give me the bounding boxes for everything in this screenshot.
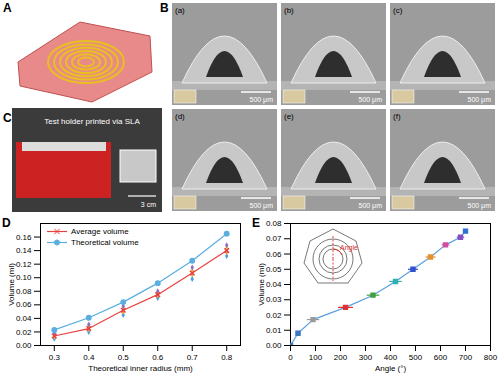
- svg-text:0.04: 0.04: [266, 280, 282, 289]
- svg-text:(f): (f): [393, 112, 401, 121]
- svg-text:(e): (e): [284, 112, 294, 121]
- svg-text:100: 100: [309, 353, 323, 362]
- html-text:E: E: [252, 216, 260, 230]
- svg-text:(d): (d): [175, 112, 185, 121]
- svg-text:0.08: 0.08: [16, 287, 32, 296]
- svg-text:0.01: 0.01: [266, 326, 282, 335]
- svg-text:500 μm: 500 μm: [359, 202, 383, 210]
- svg-text:0.16: 0.16: [16, 233, 32, 242]
- svg-text:B: B: [160, 1, 169, 15]
- svg-text:0.5: 0.5: [118, 353, 130, 362]
- svg-text:400: 400: [384, 353, 398, 362]
- html-text:Theoretical volume: Theoretical volume: [71, 238, 139, 247]
- svg-text:0.06: 0.06: [266, 250, 282, 259]
- svg-text:500 μm: 500 μm: [468, 202, 492, 210]
- svg-text:0.00: 0.00: [266, 341, 282, 350]
- svg-text:0.7: 0.7: [187, 353, 199, 362]
- svg-text:Angle: Angle: [340, 244, 358, 252]
- svg-text:500 μm: 500 μm: [250, 202, 274, 210]
- svg-text:300: 300: [359, 353, 373, 362]
- svg-text:0.08: 0.08: [266, 219, 282, 228]
- svg-text:(b): (b): [284, 6, 294, 15]
- svg-text:0.05: 0.05: [266, 265, 282, 274]
- svg-text:0.8: 0.8: [221, 353, 233, 362]
- svg-text:500 μm: 500 μm: [468, 96, 492, 104]
- svg-text:0.04: 0.04: [16, 314, 32, 323]
- svg-text:0.03: 0.03: [266, 295, 282, 304]
- svg-text:(c): (c): [393, 6, 403, 15]
- html-text:D: D: [2, 216, 11, 230]
- svg-text:0.6: 0.6: [152, 353, 164, 362]
- svg-text:700: 700: [459, 353, 473, 362]
- svg-text:A: A: [3, 1, 12, 15]
- svg-text:500 μm: 500 μm: [359, 96, 383, 104]
- svg-text:0.02: 0.02: [16, 328, 32, 337]
- svg-text:0: 0: [288, 353, 293, 362]
- svg-text:500 μm: 500 μm: [250, 96, 274, 104]
- svg-text:Volume (ml): Volume (ml): [257, 263, 266, 306]
- svg-text:0.07: 0.07: [266, 234, 282, 243]
- svg-text:3 cm: 3 cm: [141, 201, 156, 208]
- html-text:Average volume: Average volume: [71, 227, 129, 236]
- svg-text:0.4: 0.4: [83, 353, 95, 362]
- svg-text:0.3: 0.3: [49, 353, 61, 362]
- svg-text:Test holder printed via SLA: Test holder printed via SLA: [44, 117, 140, 126]
- svg-text:200: 200: [334, 353, 348, 362]
- svg-text:Angle (°): Angle (°): [375, 364, 407, 373]
- svg-text:C: C: [3, 111, 12, 125]
- svg-text:0.00: 0.00: [16, 341, 32, 350]
- svg-text:Volume (ml): Volume (ml): [7, 263, 16, 306]
- svg-text:600: 600: [434, 353, 448, 362]
- svg-text:0.02: 0.02: [266, 311, 282, 320]
- svg-text:0.12: 0.12: [16, 260, 32, 269]
- svg-text:(a): (a): [175, 6, 185, 15]
- svg-text:0.06: 0.06: [16, 300, 32, 309]
- svg-text:800: 800: [484, 353, 498, 362]
- svg-text:500: 500: [409, 353, 423, 362]
- svg-text:0.14: 0.14: [16, 246, 32, 255]
- svg-text:0.10: 0.10: [16, 273, 32, 282]
- svg-text:Theoretical inner radius (mm): Theoretical inner radius (mm): [88, 364, 193, 373]
